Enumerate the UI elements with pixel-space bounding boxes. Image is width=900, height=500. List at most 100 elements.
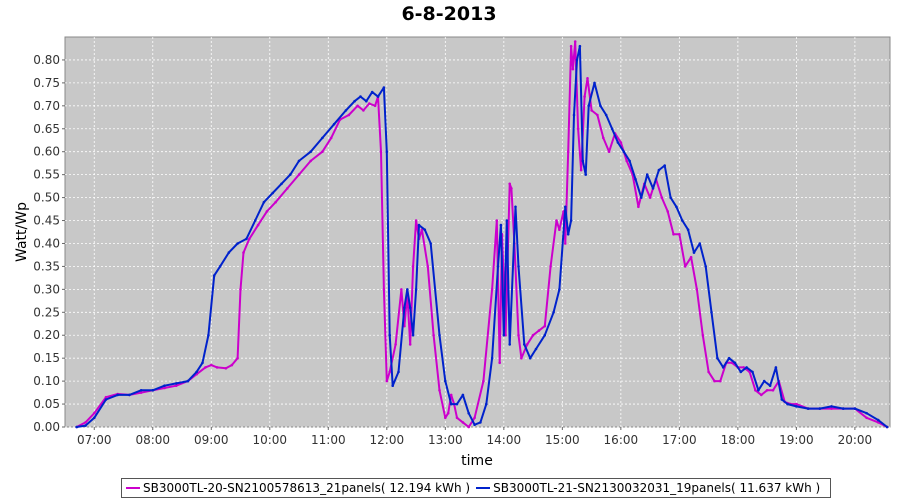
legend-item-series-1: SB3000TL-20-SN2100578613_21panels( 12.19… — [126, 481, 470, 495]
data-point — [271, 191, 275, 195]
data-point — [558, 288, 561, 291]
data-point — [678, 233, 681, 236]
legend-swatch-2 — [476, 487, 491, 489]
data-point — [406, 288, 409, 291]
data-point — [508, 343, 512, 346]
data-point — [163, 384, 166, 388]
data-point — [830, 407, 833, 410]
data-point — [496, 265, 500, 268]
data-point — [648, 196, 652, 199]
data-point — [818, 407, 822, 410]
data-point — [414, 288, 418, 291]
data-point — [569, 44, 573, 48]
data-point — [745, 366, 748, 369]
data-point — [765, 389, 769, 392]
y-tick-label: 0.20 — [33, 328, 60, 342]
data-point — [75, 425, 78, 429]
data-point — [286, 187, 289, 190]
data-point — [566, 233, 570, 236]
data-point — [104, 395, 108, 399]
data-point — [411, 265, 415, 268]
data-point — [619, 141, 623, 144]
data-point — [455, 402, 459, 406]
data-point — [616, 141, 620, 144]
data-point — [376, 95, 380, 98]
data-point — [549, 265, 552, 268]
x-tick-label: 13:00 — [428, 433, 463, 447]
data-point — [265, 210, 269, 213]
x-tick-label: 09:00 — [194, 433, 229, 447]
data-point — [774, 366, 778, 369]
data-point — [689, 255, 693, 259]
data-point — [174, 384, 178, 388]
y-tick-label: 0.10 — [33, 374, 60, 388]
data-point — [368, 102, 371, 105]
data-point — [329, 136, 333, 140]
data-point — [212, 274, 216, 277]
data-point — [239, 288, 242, 291]
data-point — [309, 150, 313, 153]
data-point — [432, 333, 435, 337]
data-point — [675, 205, 678, 209]
data-point — [525, 343, 529, 346]
y-axis-label: Watt/Wp — [14, 202, 30, 262]
data-point — [186, 379, 190, 383]
legend-item-series-2: SB3000TL-21-SN2130032031_19panels( 11.63… — [476, 481, 820, 495]
data-point — [508, 182, 512, 186]
data-point — [417, 223, 421, 227]
legend-label-2: SB3000TL-21-SN2130032031_19panels( 11.63… — [493, 481, 821, 495]
data-point — [347, 113, 351, 117]
data-point — [510, 187, 513, 190]
y-tick-label: 0.65 — [33, 122, 60, 136]
data-point — [686, 228, 690, 231]
data-point — [379, 150, 383, 153]
data-point — [353, 99, 356, 103]
data-point — [151, 389, 155, 392]
y-tick-label: 0.30 — [33, 282, 60, 296]
data-point — [104, 398, 108, 401]
data-point — [230, 363, 234, 367]
y-tick-label: 0.50 — [33, 191, 60, 205]
x-tick-label: 07:00 — [77, 433, 112, 447]
data-point — [429, 242, 433, 245]
data-point — [411, 333, 415, 337]
data-point — [713, 379, 716, 383]
data-point — [426, 265, 430, 268]
y-axis: 0.00 0.05 0.10 0.15 0.20 0.25 0.30 0.35 0.40 0.45… — [33, 53, 65, 434]
data-point — [751, 370, 754, 374]
data-point — [596, 113, 599, 117]
data-point — [321, 136, 324, 140]
data-point — [853, 407, 857, 410]
data-point — [400, 288, 403, 291]
data-point — [163, 386, 166, 390]
y-tick-label: 0.25 — [33, 305, 60, 319]
data-point — [388, 370, 392, 374]
data-point — [733, 361, 737, 365]
y-tick-label: 0.15 — [33, 351, 60, 365]
data-point — [262, 200, 266, 204]
data-point — [382, 288, 386, 291]
data-point — [575, 58, 579, 62]
data-point — [599, 104, 602, 108]
data-point — [672, 233, 675, 236]
data-point — [174, 382, 178, 385]
data-point — [707, 370, 710, 374]
data-point — [698, 242, 702, 245]
data-point — [704, 265, 707, 268]
data-point — [499, 223, 503, 227]
data-point — [610, 127, 614, 131]
data-point — [806, 407, 810, 410]
data-point — [394, 343, 397, 346]
data-point — [637, 205, 640, 209]
data-point — [449, 402, 453, 406]
data-point — [586, 77, 589, 80]
data-point — [865, 416, 868, 420]
data-point — [604, 113, 608, 117]
data-point — [210, 363, 213, 367]
data-point — [490, 288, 494, 291]
data-point — [517, 333, 520, 337]
data-point — [408, 306, 412, 310]
data-point — [504, 333, 507, 337]
data-point — [757, 389, 760, 392]
